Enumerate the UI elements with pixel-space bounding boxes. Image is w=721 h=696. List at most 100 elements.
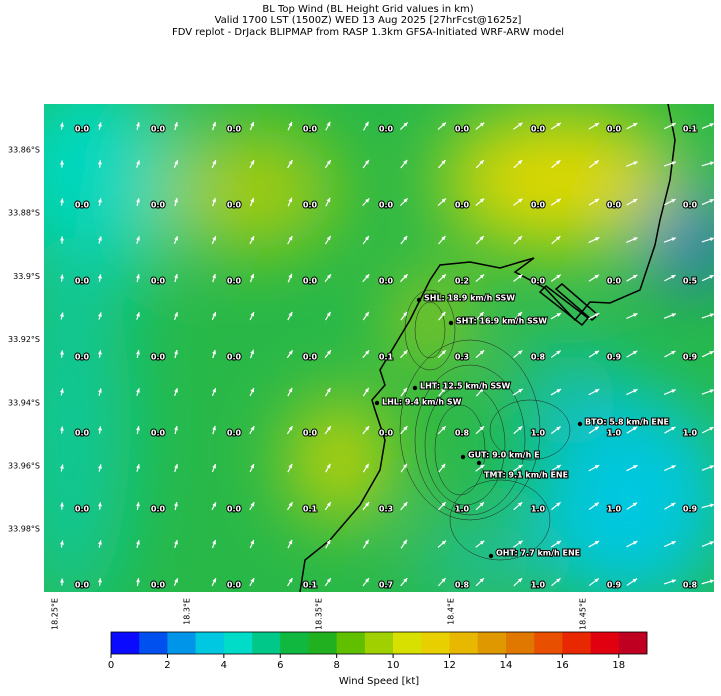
grid-value: 0.0: [151, 353, 166, 362]
colorbar-segment: [619, 632, 648, 654]
station-marker: [461, 455, 465, 459]
grid-value: 0.2: [455, 277, 469, 286]
grid-value: 0.8: [455, 429, 470, 438]
station-label: BTO: 5.8 km/h ENE: [585, 418, 669, 427]
colorbar-tick-label: 12: [443, 660, 456, 671]
station-marker: [417, 298, 421, 302]
grid-value: 0.0: [607, 125, 622, 134]
colorbar-tick-label: 0: [108, 660, 114, 671]
grid-value: 0.0: [227, 353, 242, 362]
colorbar-tick-label: 14: [500, 660, 513, 671]
grid-value: 0.7: [379, 581, 393, 590]
grid-value: 0.8: [531, 353, 546, 362]
lon-label: 18.3°E: [183, 598, 192, 625]
colorbar-segment: [111, 632, 140, 654]
grid-value: 0.0: [379, 277, 394, 286]
colorbar-tick-label: 2: [164, 660, 170, 671]
colorbar-tick-label: 6: [277, 660, 283, 671]
grid-value: 1.0: [531, 429, 546, 438]
colorbar-segment: [421, 632, 450, 654]
station-marker: [449, 321, 453, 325]
grid-value: 0.0: [227, 581, 242, 590]
title-line: Valid 1700 LST (1500Z) WED 13 Aug 2025 […: [215, 15, 522, 26]
colorbar-segment: [506, 632, 535, 654]
station-marker: [477, 461, 481, 465]
station-label: LHT: 12.5 km/h SSW: [420, 382, 511, 391]
grid-value: 1.0: [531, 581, 546, 590]
colorbar-segment: [393, 632, 422, 654]
grid-value: 0.0: [607, 277, 622, 286]
grid-value: 0.8: [683, 581, 698, 590]
grid-value: 0.0: [151, 125, 166, 134]
colorbar-tick-label: 16: [556, 660, 569, 671]
lon-label: 18.45°E: [579, 598, 588, 630]
grid-value: 0.0: [379, 429, 394, 438]
grid-value: 0.0: [303, 429, 318, 438]
colorbar-segment: [591, 632, 620, 654]
colorbar-segment: [450, 632, 479, 654]
colorbar: 0 2 4 6 8 10 12 14 16 18: [108, 632, 647, 671]
grid-value: 0.0: [151, 429, 166, 438]
lat-label: 33.94°S: [8, 398, 40, 407]
grid-value: 0.1: [683, 125, 698, 134]
grid-value: 0.3: [455, 353, 469, 362]
colorbar-tick-label: 10: [387, 660, 400, 671]
station-label: OHT: 7.7 km/h ENE: [496, 549, 580, 558]
station-label: TMT: 9.1 km/h ENE: [484, 471, 568, 480]
lon-label: 18.4°E: [447, 598, 456, 625]
grid-value: 0.0: [455, 125, 470, 134]
colorbar-tick-label: 18: [612, 660, 625, 671]
grid-value: 0.5: [683, 277, 698, 286]
colorbar-label: Wind Speed [kt]: [339, 676, 419, 687]
grid-value: 0.1: [303, 505, 318, 514]
station-marker: [413, 386, 417, 390]
station-label: GUT: 9.0 km/h E: [468, 451, 540, 460]
grid-value: 1.0: [531, 505, 546, 514]
grid-value: 1.0: [607, 429, 622, 438]
colorbar-segment: [167, 632, 196, 654]
colorbar-tick-label: 8: [333, 660, 339, 671]
station-label: LHL: 9.4 km/h SW: [382, 398, 462, 407]
grid-value: 0.0: [75, 125, 90, 134]
title-line: BL Top Wind (BL Height Grid values in km…: [262, 4, 473, 15]
grid-value: 0.0: [303, 125, 318, 134]
grid-value: 0.0: [303, 201, 318, 210]
grid-value: 0.0: [151, 201, 166, 210]
grid-value: 0.0: [531, 125, 546, 134]
grid-value: 0.8: [455, 581, 470, 590]
grid-value: 0.0: [75, 429, 90, 438]
grid-value: 0.0: [455, 201, 470, 210]
title-line: FDV replot - DrJack BLIPMAP from RASP 1.…: [172, 27, 564, 38]
grid-value: 0.0: [227, 125, 242, 134]
grid-value: 0.0: [303, 353, 318, 362]
colorbar-segment: [252, 632, 281, 654]
grid-value: 0.0: [303, 277, 318, 286]
colorbar-segment: [534, 632, 563, 654]
colorbar-segment: [337, 632, 366, 654]
grid-value: 0.0: [227, 429, 242, 438]
colorbar-tick-label: 4: [221, 660, 227, 671]
colorbar-segment: [308, 632, 337, 654]
grid-value: 0.0: [379, 201, 394, 210]
grid-value: 0.0: [75, 505, 90, 514]
colorbar-segment: [196, 632, 225, 654]
grid-value: 0.9: [607, 353, 622, 362]
station-marker: [578, 422, 582, 426]
station-label: SHL: 18.9 km/h SSW: [424, 294, 515, 303]
grid-value: 0.1: [303, 581, 318, 590]
grid-value: 0.1: [379, 353, 394, 362]
grid-value: 0.0: [75, 581, 90, 590]
grid-value: 1.0: [683, 429, 698, 438]
lon-label: 18.25°E: [51, 598, 60, 630]
station-label: SHT: 16.9 km/h SSW: [456, 317, 547, 326]
grid-value: 0.0: [151, 277, 166, 286]
grid-value: 0.0: [151, 505, 166, 514]
map-field: 0.0 0.0 0.0 0.0 0.0 0.0 0.0 0.0 0.1 0.0 0.0 0.0 0.0 0…: [0, 70, 721, 620]
lat-label: 33.9°S: [13, 272, 40, 281]
grid-value: 0.0: [227, 277, 242, 286]
grid-value: 0.0: [75, 353, 90, 362]
grid-value: 0.0: [227, 201, 242, 210]
station-marker: [489, 554, 493, 558]
station-marker: [375, 401, 379, 405]
